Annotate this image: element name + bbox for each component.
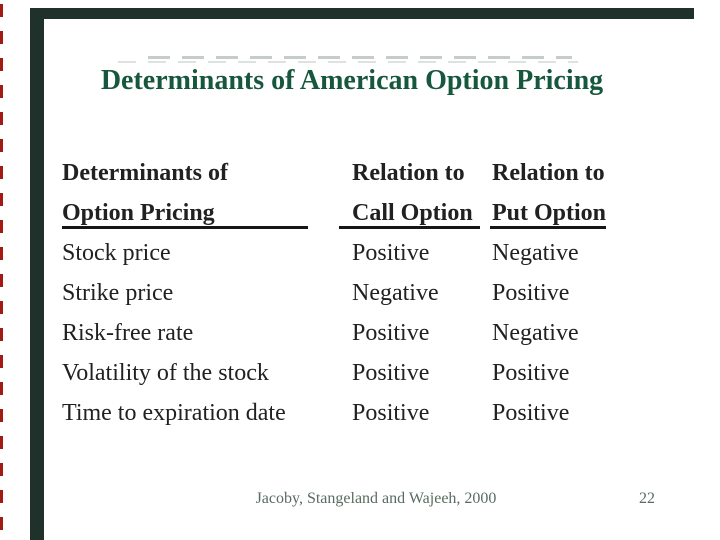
table-cell-determinant: Time to expiration date bbox=[62, 400, 286, 426]
table-cell-determinant: Volatility of the stock bbox=[62, 360, 269, 386]
header-underline-put-option bbox=[490, 226, 606, 229]
table-header-call-option: Call Option bbox=[352, 200, 473, 226]
table-header-option-pricing: Option Pricing bbox=[62, 200, 215, 226]
table-cell-determinant: Risk-free rate bbox=[62, 320, 194, 346]
table-header-relation-call: Relation to bbox=[352, 160, 465, 186]
table-cell-call-relation: Negative bbox=[352, 280, 439, 306]
table-header-put-option: Put Option bbox=[492, 200, 607, 226]
table-cell-call-relation: Positive bbox=[352, 360, 430, 386]
table-header-relation-put: Relation to bbox=[492, 160, 605, 186]
table-cell-determinant: Stock price bbox=[62, 240, 171, 266]
table-cell-put-relation: Negative bbox=[492, 240, 579, 266]
header-underline-option-pricing bbox=[62, 226, 308, 229]
table-cell-call-relation: Positive bbox=[352, 400, 430, 426]
left-edge-artifact-dashes bbox=[0, 4, 3, 540]
footer-citation: Jacoby, Stangeland and Wajeeh, 2000 bbox=[255, 490, 497, 507]
table-cell-call-relation: Positive bbox=[352, 240, 430, 266]
slide-title: Determinants of American Option Pricing bbox=[100, 65, 604, 96]
left-border-bar bbox=[30, 8, 44, 540]
table-cell-call-relation: Positive bbox=[352, 320, 430, 346]
table-cell-put-relation: Positive bbox=[492, 360, 570, 386]
title-ghost-streak bbox=[118, 61, 578, 63]
table-cell-determinant: Strike price bbox=[62, 280, 174, 306]
table-cell-put-relation: Negative bbox=[492, 320, 579, 346]
table-cell-put-relation: Positive bbox=[492, 400, 570, 426]
table-cell-put-relation: Positive bbox=[492, 280, 570, 306]
header-underline-call-option bbox=[339, 226, 480, 229]
table-header-determinants: Determinants of bbox=[62, 160, 228, 186]
title-ghost-streak bbox=[148, 56, 572, 59]
page-number: 22 bbox=[639, 490, 655, 507]
top-border-bar bbox=[30, 8, 694, 19]
determinants-table: Determinants of Relation to Relation to … bbox=[62, 153, 662, 433]
